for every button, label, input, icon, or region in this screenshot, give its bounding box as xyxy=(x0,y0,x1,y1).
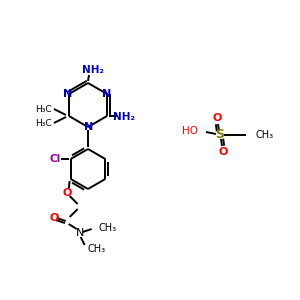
Text: NH₂: NH₂ xyxy=(82,65,104,75)
Text: N: N xyxy=(102,89,112,99)
Text: O: O xyxy=(50,213,59,223)
Text: CH₃: CH₃ xyxy=(256,130,274,140)
Text: N: N xyxy=(84,122,94,132)
Text: CH₃: CH₃ xyxy=(88,244,106,254)
Text: H₃C: H₃C xyxy=(34,104,51,113)
Text: Cl: Cl xyxy=(49,154,60,164)
Text: N: N xyxy=(63,89,73,99)
Text: CH₃: CH₃ xyxy=(99,223,117,233)
Text: O: O xyxy=(218,147,228,157)
Text: HO: HO xyxy=(182,126,198,136)
Text: O: O xyxy=(212,113,222,123)
Text: N: N xyxy=(76,228,84,238)
Text: H₃C: H₃C xyxy=(34,118,51,127)
Text: O: O xyxy=(63,188,72,198)
Text: S: S xyxy=(215,128,224,142)
Text: NH₂: NH₂ xyxy=(113,112,135,122)
